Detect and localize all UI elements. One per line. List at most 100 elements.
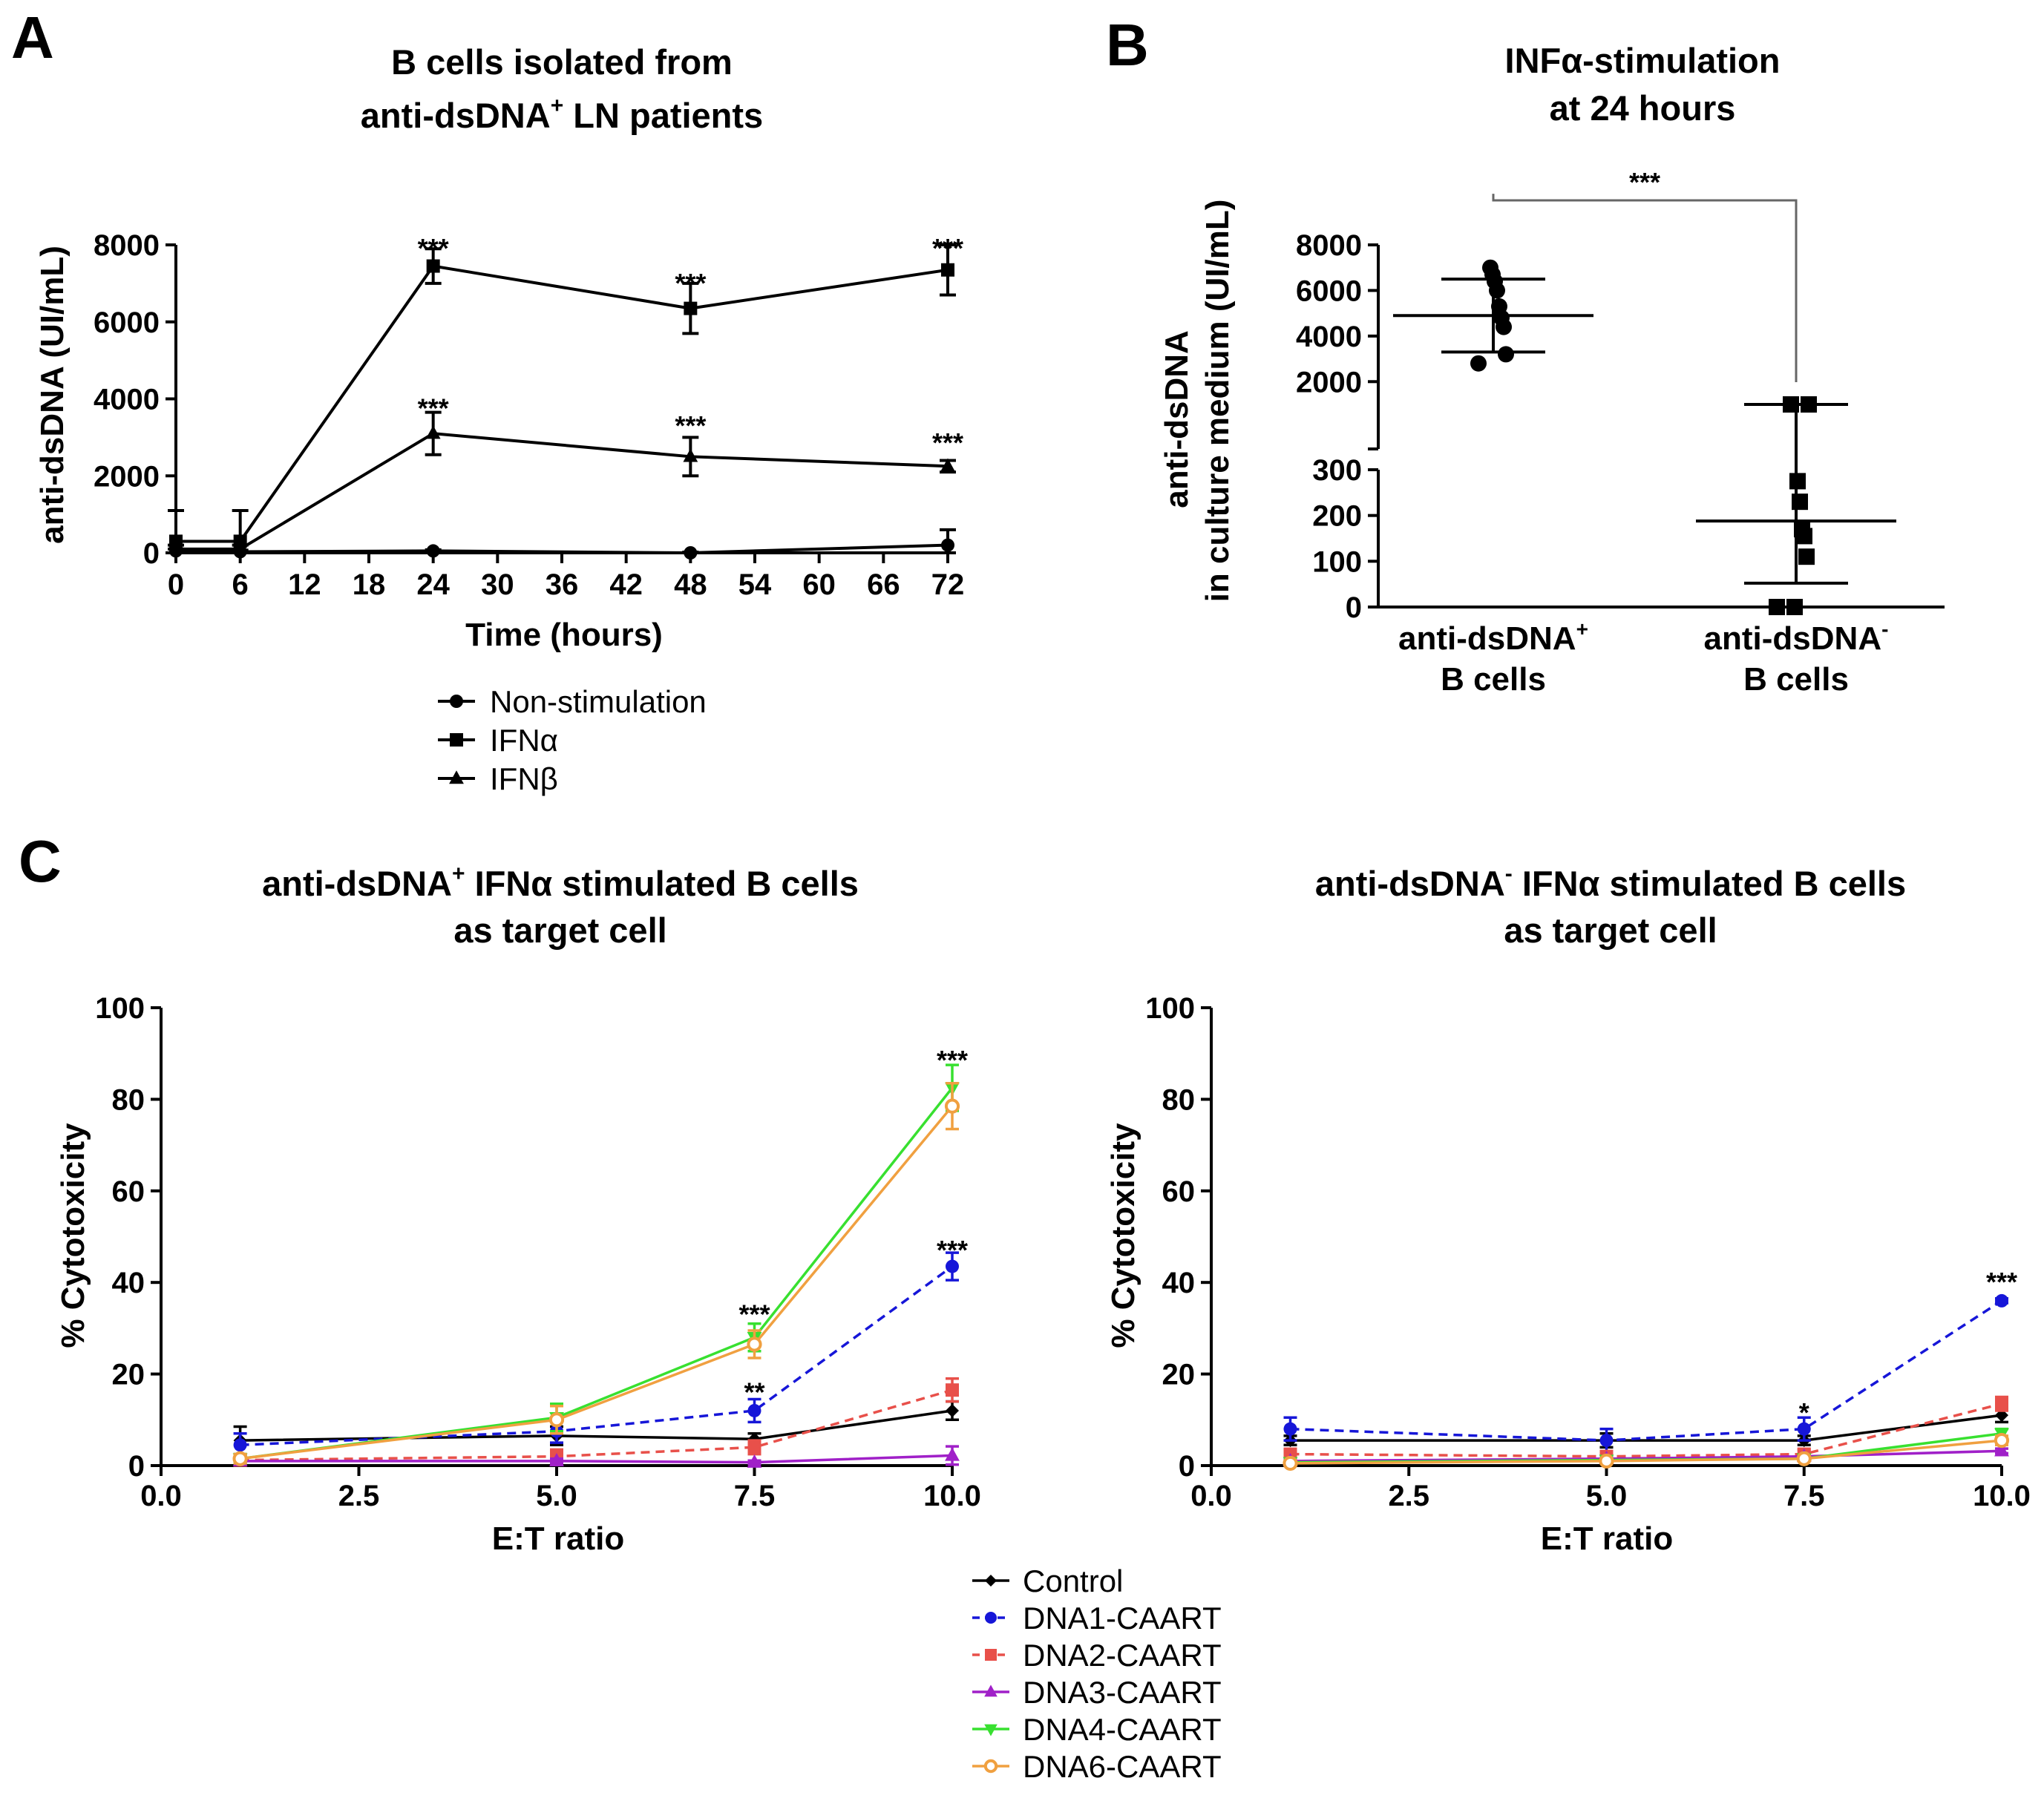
panel-b-point [1792, 493, 1808, 511]
panel-b-axes: 2000 4000 6000 8000 0 100 200 300 [1296, 229, 1945, 624]
panel-a-series-line [176, 264, 949, 543]
panel-c-left-y-tick-label: 0 [128, 1450, 145, 1483]
panel-c-legend-label: DNA3-CAART [1023, 1675, 1222, 1710]
panel-b-y-tick-label: 200 [1312, 500, 1362, 533]
panel-c-right-y-tick-label: 40 [1162, 1267, 1196, 1299]
panel-c-right-x-tick-label: 2.5 [1388, 1480, 1429, 1512]
panel-c-right-point [1599, 1434, 1614, 1448]
panel-c-left-series-line [240, 1454, 953, 1464]
panel-c-right-point [1994, 1443, 2009, 1457]
panel-b-data: *** [1393, 167, 1896, 615]
panel-c-left-x-axis-label: E:T ratio [492, 1520, 624, 1557]
panel-b-y-tick-label: 6000 [1296, 275, 1362, 307]
panel-a-legend-label: Non-stimulation [490, 684, 707, 719]
panel-c-right-series-line [1290, 1449, 2002, 1463]
panel-a-significance: *** [675, 268, 706, 298]
panel-a-y-tick-label: 0 [143, 537, 160, 570]
panel-b-category-2-label-line2: B cells [1743, 661, 1849, 698]
panel-a-y-tick-label: 6000 [94, 306, 160, 339]
panel-b-label: B [1106, 12, 1149, 78]
panel-c-left-point [549, 1453, 564, 1467]
panel-b-y-tick-label: 8000 [1296, 229, 1362, 262]
panel-a-title-line1: B cells isolated from [391, 42, 733, 82]
panel-c-left-significance: *** [937, 1235, 968, 1265]
panel-c-right-x-tick-label: 10.0 [1973, 1480, 2031, 1512]
panel-c-right-series-line [1290, 1414, 2002, 1442]
panel-a-point [684, 301, 698, 315]
panel-c-left-series-line [240, 1086, 954, 1460]
panel-a-x-tick-label: 18 [353, 568, 386, 601]
panel-c-right-significance: * [1799, 1397, 1809, 1428]
panel-c-right-point [1995, 1293, 2008, 1308]
panel-c-legend-marker [985, 1575, 997, 1587]
panel-a-point [941, 263, 954, 277]
panel-c-right-x-tick-label: 0.0 [1190, 1480, 1232, 1512]
panel-c-left-y-tick-label: 80 [112, 1083, 145, 1116]
panel-c-left-series-line [240, 1105, 954, 1460]
panel-c-left-axes: 0.0 2.5 5.0 7.5 10.0 0 20 40 60 80 100 [95, 992, 981, 1512]
panel-b-point [1801, 396, 1817, 413]
panel-a-label: A [11, 4, 54, 70]
panel-a-y-tick-label: 8000 [94, 229, 160, 262]
panel-b-comparison-label: *** [1629, 167, 1660, 197]
panel-a-y-tick-label: 4000 [94, 384, 160, 416]
panel-b-point [1769, 599, 1785, 615]
panel-b-point [1798, 548, 1815, 565]
panel-a-x-tick-label: 48 [674, 568, 707, 601]
panel-c-legend-marker [984, 1684, 998, 1697]
panel-c-right-series-line [1290, 1299, 2002, 1442]
panel-c-right-point [1796, 1451, 1812, 1466]
panel-c-left-significance: *** [738, 1299, 770, 1329]
panel-a-point [168, 541, 183, 555]
panel-c-right-title-line1: anti-dsDNA- IFNα stimulated B cells [1315, 862, 1906, 903]
panel-b-point [1482, 259, 1498, 276]
panel-a: A B cells isolated from anti-dsDNA+ LN p… [11, 4, 964, 796]
panel-c-right-axes: 0.0 2.5 5.0 7.5 10.0 0 20 40 60 80 100 [1145, 992, 2031, 1512]
panel-c-left-point [747, 1336, 762, 1352]
panel-a-significance: *** [932, 427, 963, 458]
panel-c-right-significance: *** [1986, 1267, 2017, 1297]
panel-c-right-title-line2: as target cell [1504, 911, 1717, 950]
panel-c-left-x-tick-label: 2.5 [338, 1480, 380, 1512]
panel-a-x-tick-label: 24 [416, 568, 450, 601]
panel-c-right-point [1283, 1455, 1298, 1472]
panel-a-legend-marker [449, 770, 464, 784]
panel-c-left-point [946, 1403, 959, 1417]
panel-c-right-series-line [1290, 1403, 2002, 1458]
panel-a-significance: *** [418, 393, 449, 423]
panel-c-left-point [232, 1451, 248, 1466]
panel-b-y-axis-label-line1: anti-dsDNA [1159, 330, 1195, 508]
panel-a-x-axis-label: Time (hours) [465, 617, 663, 653]
panel-c-left-series-line [240, 1265, 954, 1446]
panel-c-left-point [747, 1403, 761, 1417]
panel-b-point [1783, 396, 1799, 413]
panel-c-legend-label: DNA2-CAART [1023, 1638, 1222, 1673]
panel-c-left-y-tick-label: 60 [112, 1175, 145, 1208]
panel-c-left-point [233, 1438, 247, 1452]
panel-c-legend-label: DNA1-CAART [1023, 1601, 1222, 1636]
panel-b-y-tick-label: 2000 [1296, 366, 1362, 398]
panel-c-left-point [945, 1447, 960, 1461]
panel-b-category-1-label-line2: B cells [1441, 661, 1546, 698]
panel-a-legend-label: IFNβ [490, 761, 558, 796]
panel-b-y-axis-label-line2: in culture medium (UI/mL) [1199, 200, 1236, 603]
panel-a-x-tick-label: 6 [232, 568, 249, 601]
panel-b: B INFα-stimulation at 24 hours anti-dsDN… [1106, 12, 1945, 698]
panel-a-data: *** *** *** *** *** *** [168, 233, 963, 560]
panel-c-left-point [548, 1412, 565, 1428]
panel-c-right-y-tick-label: 60 [1162, 1175, 1196, 1208]
panel-a-x-tick-label: 54 [738, 568, 772, 601]
panel-a-title-line2: anti-dsDNA+ LN patients [361, 94, 763, 135]
panel-a-point [940, 458, 955, 472]
panel-a-x-tick-label: 36 [546, 568, 579, 601]
panel-a-point [941, 538, 954, 552]
panel-a-legend-marker [450, 695, 463, 708]
panel-c-right-y-tick-label: 0 [1179, 1450, 1195, 1483]
panel-a-x-tick-label: 72 [931, 568, 965, 601]
panel-c-left-point [946, 1259, 959, 1273]
panel-c-left-point [747, 1440, 761, 1454]
panel-c-right-series-line [1290, 1439, 2002, 1465]
panel-c-legend-label: Control [1023, 1564, 1123, 1598]
panel-c-left-title-line1: anti-dsDNA+ IFNα stimulated B cells [262, 862, 859, 903]
